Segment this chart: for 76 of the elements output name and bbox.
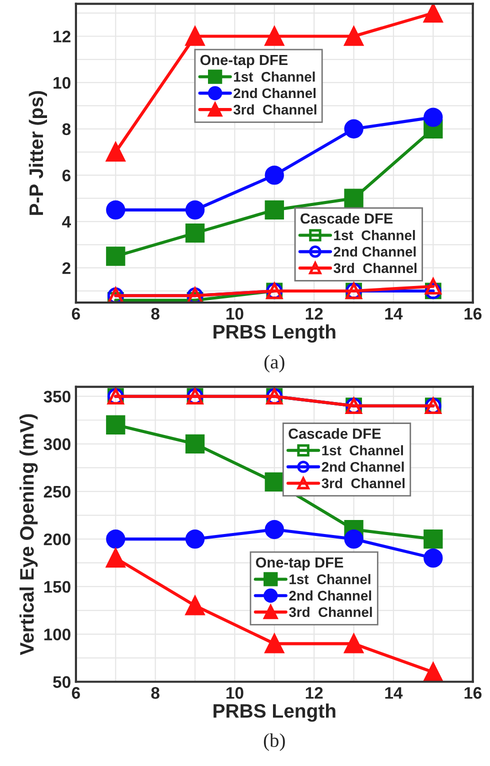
x-tick-label: 16 [464, 687, 482, 699]
point [264, 472, 284, 492]
x-tick-label: 12 [306, 687, 323, 699]
text: Cascade DFE [300, 212, 393, 224]
y-tick-label: 300 [44, 438, 70, 450]
text: (b) [264, 733, 285, 751]
legend-label: 1st Channel [290, 574, 370, 584]
point [344, 529, 364, 549]
legend-label: 3rd Channel [334, 262, 416, 274]
legend-label: 3rd Channel [322, 478, 404, 488]
point [106, 415, 126, 434]
point [185, 434, 205, 454]
point [424, 278, 442, 295]
y-tick-label: 2 [62, 262, 70, 274]
x-tick-label: 12 [306, 308, 323, 320]
point [344, 119, 364, 138]
legend-label: 1st Channel [322, 445, 403, 456]
text: (a) [264, 354, 284, 372]
point [424, 529, 443, 549]
legend-label: 3rd Channel [233, 104, 316, 115]
y-tick-label: 8 [62, 123, 71, 136]
x-tick-label: 8 [151, 687, 160, 699]
x-tick-label: 14 [385, 687, 403, 699]
point [344, 634, 364, 654]
y-tick-label: 100 [44, 628, 70, 640]
point [106, 200, 126, 220]
y-tick-label: 50 [53, 676, 70, 688]
x-tick-label: 14 [385, 308, 403, 320]
point [264, 200, 284, 220]
legend-label: 3rd Channel [289, 606, 372, 618]
text: One-tap DFE [200, 54, 288, 68]
point [424, 4, 443, 23]
x-axis-title: PRBS Length [214, 324, 336, 343]
legend-label: 2nd Channel [289, 590, 372, 601]
point [106, 246, 126, 266]
y-tick-label: 4 [62, 216, 71, 228]
text: One-tap DFE [256, 557, 344, 571]
point [185, 596, 205, 616]
y-tick-label: 350 [44, 390, 70, 403]
point [344, 188, 364, 208]
point [185, 26, 205, 46]
point [424, 662, 443, 682]
point [264, 26, 284, 46]
point [185, 224, 205, 243]
legend-label: 1st Channel [234, 72, 315, 82]
point [424, 548, 443, 568]
legend-label: 2nd Channel [322, 462, 404, 472]
x-axis-title: PRBS Length [214, 704, 336, 722]
x-tick-label: 16 [464, 308, 482, 320]
point [344, 26, 364, 46]
x-tick-label: 10 [226, 308, 244, 320]
point [424, 108, 443, 127]
point [185, 200, 205, 220]
legend-label: 2nd Channel [334, 246, 416, 257]
y-tick-label: 200 [44, 533, 70, 546]
point [106, 548, 126, 568]
y-axis-title: Vertical Eye Opening (mV) [20, 414, 38, 656]
x-tick-label: 6 [72, 687, 80, 699]
x-tick-label: 8 [151, 308, 160, 320]
point [106, 142, 126, 162]
y-tick-label: 12 [54, 30, 70, 42]
y-tick-label: 6 [62, 170, 70, 182]
y-tick-label: 250 [44, 486, 70, 498]
legend-label: 2nd Channel [234, 88, 316, 98]
point [106, 529, 126, 549]
point [264, 166, 284, 185]
y-tick-label: 10 [54, 76, 70, 89]
legend-label: 1st Channel [334, 230, 415, 240]
text: Cascade DFE [288, 428, 381, 439]
x-tick-label: 10 [226, 687, 244, 699]
y-tick-label: 150 [44, 581, 70, 593]
x-tick-label: 6 [72, 308, 80, 320]
point [264, 634, 284, 654]
point [264, 520, 284, 540]
point [185, 529, 205, 549]
y-axis-title: P-P Jitter (ps) [28, 91, 47, 215]
